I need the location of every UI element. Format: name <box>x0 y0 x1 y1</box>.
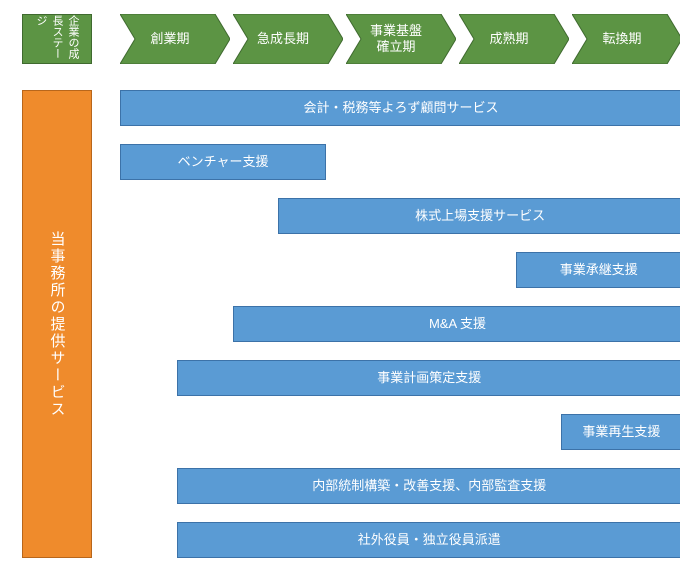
stage-arrow: 創業期 <box>120 14 230 64</box>
service-bar: ベンチャー支援 <box>120 144 326 180</box>
service-bar: 事業再生支援 <box>561 414 680 450</box>
service-bar: 社外役員・独立役員派遣 <box>177 522 680 558</box>
service-label: 内部統制構築・改善支援、内部監査支援 <box>312 478 546 494</box>
service-bar: 内部統制構築・改善支援、内部監査支援 <box>177 468 680 504</box>
stage-label: 創業期 <box>150 31 199 47</box>
service-label: 事業再生支援 <box>582 424 660 440</box>
service-bar: M&A 支援 <box>233 306 680 342</box>
stage-label: 事業基盤 確立期 <box>370 23 432 56</box>
service-header-box: 当事務所の提供サービス <box>22 90 92 558</box>
service-label: 社外役員・独立役員派遣 <box>358 532 501 548</box>
service-header-label: 当事務所の提供サービス <box>47 231 68 418</box>
service-label: 株式上場支援サービス <box>415 208 545 224</box>
stage-label: 転換期 <box>602 31 651 47</box>
stage-label: 成熟期 <box>489 31 538 47</box>
service-label: ベンチャー支援 <box>178 154 269 170</box>
stage-header-box: 企業の成長ステージ <box>22 14 92 64</box>
stage-label: 急成長期 <box>257 31 319 47</box>
service-label: M&A 支援 <box>429 316 486 332</box>
stage-arrow: 転換期 <box>572 14 680 64</box>
service-label: 事業計画策定支援 <box>377 370 481 386</box>
stage-header-label: 企業の成長ステージ <box>33 15 81 63</box>
service-bar: 事業承継支援 <box>516 252 680 288</box>
service-label: 事業承継支援 <box>560 262 638 278</box>
service-bar: 株式上場支援サービス <box>278 198 680 234</box>
stage-arrow: 成熟期 <box>459 14 569 64</box>
stage-arrow: 急成長期 <box>233 14 343 64</box>
service-bar: 事業計画策定支援 <box>177 360 680 396</box>
service-bar: 会計・税務等よろず顧問サービス <box>120 90 680 126</box>
stage-arrow: 事業基盤 確立期 <box>346 14 456 64</box>
service-label: 会計・税務等よろず顧問サービス <box>303 100 498 116</box>
